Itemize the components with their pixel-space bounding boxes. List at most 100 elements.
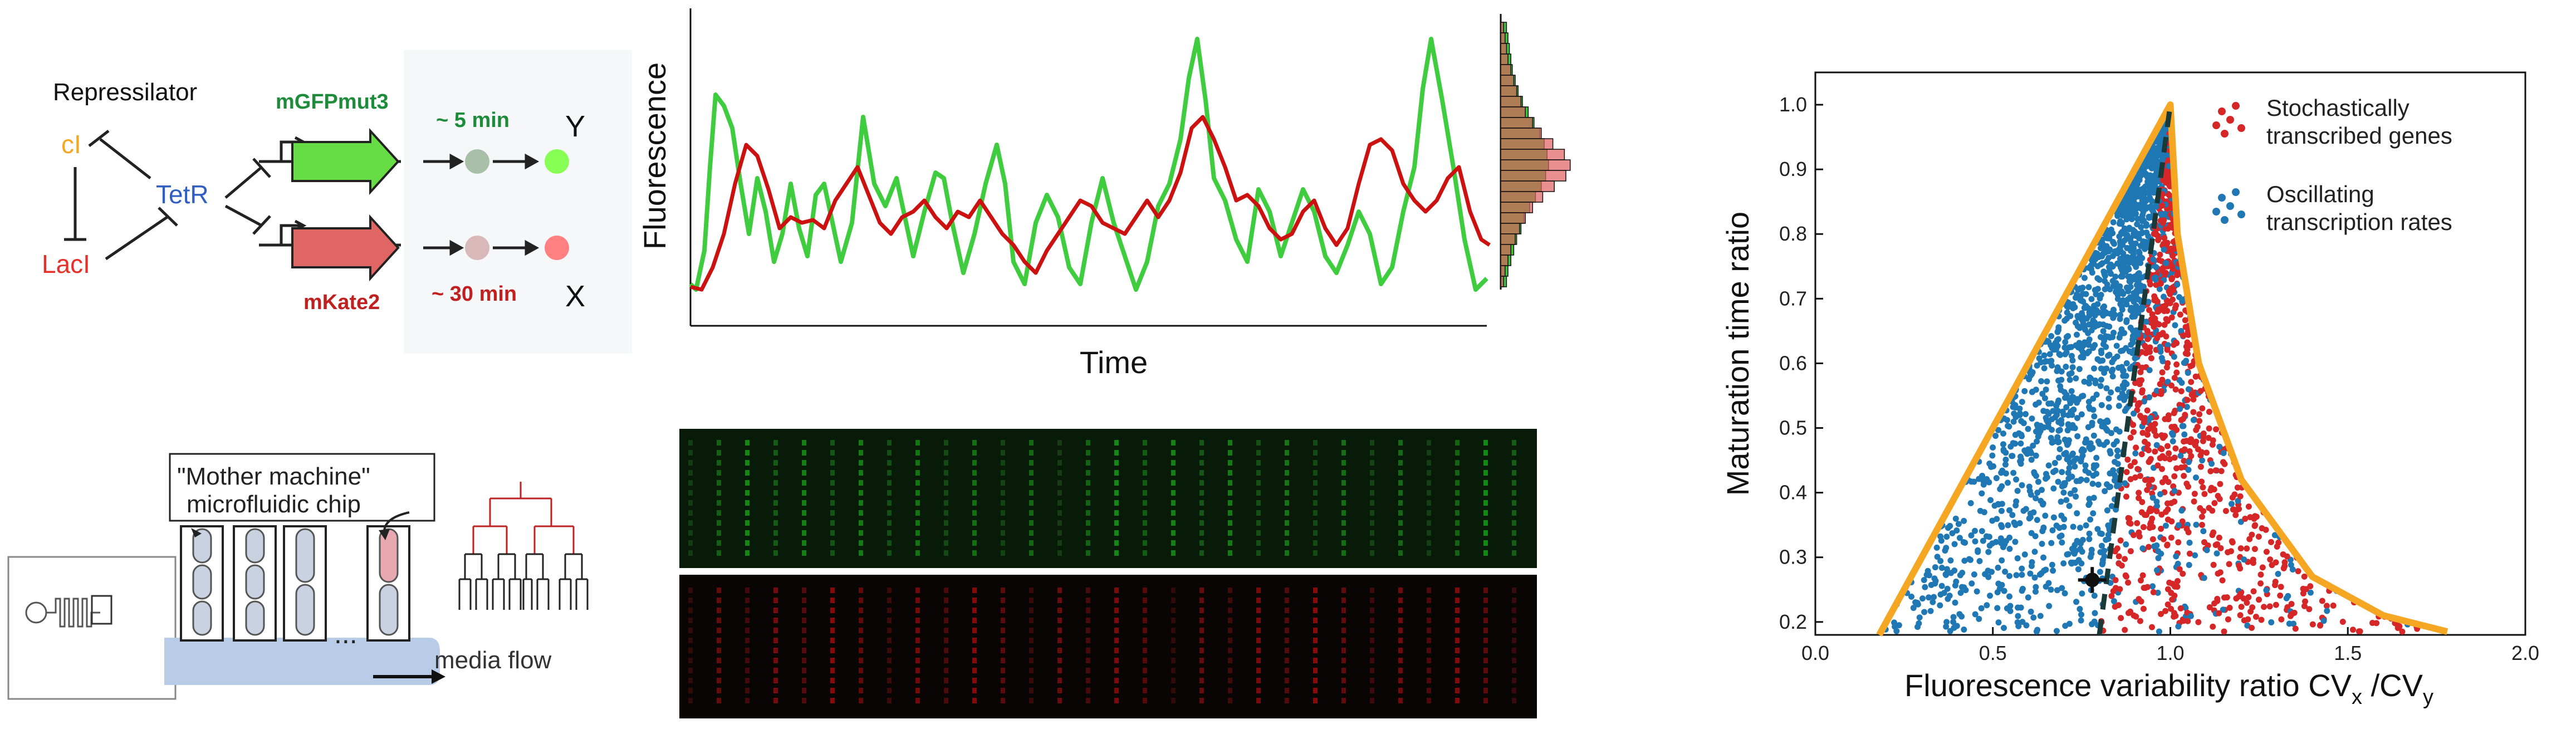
red-dot [2288,600,2295,607]
blue-dot [2149,583,2156,590]
blue-dot [2077,606,2083,613]
blue-dot [2061,389,2068,395]
red-dot [2185,618,2191,624]
red-dot [2259,564,2266,571]
blue-dot [2097,383,2104,389]
blue-dot [2134,216,2141,222]
red-dot [2153,281,2159,288]
blue-dot [2019,619,2026,625]
scatter-ylabel: Maturation time ratio [1720,212,1755,496]
red-dot [2133,444,2139,451]
blue-dot [2126,224,2133,231]
blue-dot [1980,478,1987,485]
red-dot [2219,577,2226,584]
blue-dot [2126,278,2133,285]
blue-dot [1990,444,1996,451]
blue-dot [2053,522,2060,529]
red-dot [2205,434,2212,441]
blue-dot [2120,228,2127,235]
blue-dot [2030,614,2037,621]
blue-dot [2022,411,2029,418]
blue-dot [1971,527,1978,534]
red-dot [2209,442,2216,448]
red-dot [2203,449,2210,456]
blue-dot [1896,622,1902,629]
blue-dot [2085,284,2092,291]
blue-dot [2015,613,2021,619]
blue-dot [2178,507,2185,514]
red-dot [2139,498,2146,505]
blue-dot [2159,154,2166,161]
blue-dot [2263,587,2270,594]
red-dot [2256,596,2262,603]
blue-dot [2046,603,2053,609]
red-dot [2117,537,2124,544]
red-dot [2183,525,2190,532]
blue-dot [2033,452,2039,459]
blue-dot [1951,624,1957,631]
blue-dot [2113,248,2120,255]
blue-dot [1989,540,1996,547]
blue-dot [2048,586,2054,593]
hist-bar-red [1500,170,1566,182]
blue-dot [2018,432,2025,438]
blue-dot [2056,446,2063,453]
red-dot [2149,476,2156,483]
blue-dot [2091,365,2098,372]
immature-mkate-icon [465,236,489,260]
blue-dot [1995,580,2002,587]
blue-dot [2136,270,2142,277]
blue-dot [2085,341,2092,348]
blue-dot [1973,588,1980,595]
red-dot [2161,321,2168,328]
red-dot [2139,389,2146,396]
red-dot [2115,602,2122,609]
blue-dot [1985,574,1992,580]
blue-dot [2058,420,2065,427]
red-dot [2232,512,2239,518]
blue-dot [1949,530,1956,536]
blue-dot [2101,303,2108,310]
blue-dot [2061,317,2068,324]
blue-dot [2090,345,2097,351]
blue-dot [2031,574,2038,581]
blue-dot [2131,245,2137,252]
red-dot [2144,327,2151,334]
blue-dot [2154,178,2161,185]
blue-dot [2069,364,2076,370]
red-dot [2137,473,2143,480]
red-dot [2396,623,2403,630]
blue-dot [1971,571,1977,578]
blue-dot [2006,507,2013,513]
blue-dot [2025,594,2031,601]
red-dot [2181,446,2188,453]
red-dot [2149,523,2156,530]
blue-dot [1975,549,1981,555]
red-dot [2201,491,2208,497]
red-dot [2158,511,2165,518]
blue-dot [2055,366,2061,373]
blue-dot [1952,599,1958,606]
blue-dot [2107,450,2114,457]
blue-dot [1950,614,1957,620]
red-dot [2178,464,2185,471]
blue-dot [2131,410,2137,417]
red-dot [2284,604,2291,610]
red-dot [2123,469,2130,476]
blue-dot [2145,178,2152,184]
red-dot [2249,531,2255,538]
red-dot [2166,288,2172,295]
red-dot [2165,478,2172,485]
blue-dot [2119,390,2126,397]
blue-dot [2096,276,2103,283]
red-dot [2245,616,2251,623]
blue-dot [2175,623,2182,630]
red-dot [2127,548,2134,555]
red-dot [2152,448,2158,455]
red-dot [2153,508,2160,515]
red-dot [2191,491,2198,497]
gfp-gene-arrow [291,128,400,195]
red-dot [2274,543,2280,550]
red-dot [2139,429,2146,436]
blue-dot [2079,452,2086,459]
